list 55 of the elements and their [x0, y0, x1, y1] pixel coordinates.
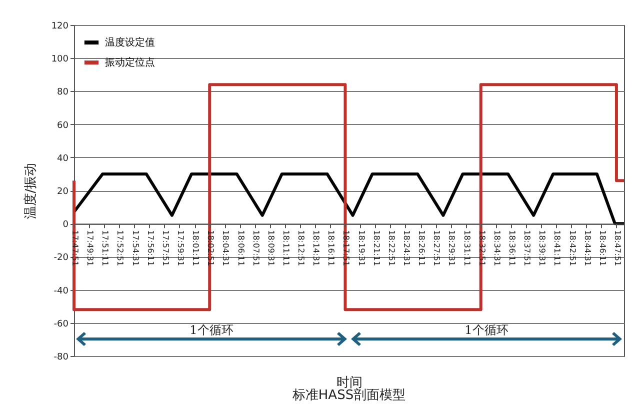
x-tick-label: 17:56:11 [146, 230, 155, 266]
x-tick-label: 18:06:11 [236, 230, 246, 266]
x-tick-label: 17:54:31 [130, 230, 140, 266]
y-tick-label: 60 [57, 120, 69, 131]
x-tick-label: 18:27:51 [432, 230, 442, 266]
annotation: 1个循环 [190, 323, 234, 337]
y-tick-label: -60 [54, 319, 69, 330]
x-tick-label: 18:36:11 [508, 230, 517, 266]
x-tick-label: 18:19:31 [356, 230, 366, 266]
x-tick-label: 18:44:31 [582, 230, 592, 266]
x-tick-label: 18:09:31 [266, 230, 276, 266]
x-tick-label: 17:47:51 [70, 230, 80, 266]
x-tick-label: 18:24:31 [402, 230, 411, 266]
y-tick-label: 20 [57, 187, 69, 197]
x-tick-label: 18:21:11 [372, 230, 381, 266]
x-tick-label: 18:11:11 [281, 230, 290, 266]
x-tick-label: 18:17:51 [342, 230, 351, 266]
x-tick-label: 18:16:11 [326, 230, 336, 266]
y-tick-label: 100 [51, 54, 69, 65]
x-tick-label: 18:41:11 [552, 230, 562, 266]
x-tick-label: 17:59:31 [176, 230, 185, 266]
annotation: 1个循环 [464, 323, 508, 337]
y-tick-label: -80 [54, 352, 69, 362]
x-tick-label: 18:31:11 [462, 230, 472, 266]
x-tick-label: 18:37:51 [522, 230, 532, 266]
legend-label: 振动定位点 [105, 56, 155, 68]
x-tick-label: 18:46:11 [598, 230, 607, 266]
x-tick-label: 18:14:31 [312, 230, 321, 266]
x-tick-label: 18:39:31 [538, 230, 547, 266]
x-tick-label: 17:49:31 [86, 230, 95, 266]
y-tick-label: -40 [54, 286, 69, 296]
y-axis-title: 温度/振动 [22, 162, 38, 220]
x-tick-label: 18:04:31 [221, 230, 230, 266]
x-tick-label: 18:02:51 [206, 230, 216, 266]
legend-label: 温度设定值 [105, 36, 155, 48]
x-tick-label: 18:07:51 [251, 230, 260, 266]
x-tick-label: 18:47:51 [612, 230, 622, 266]
x-tick-label: 17:57:51 [160, 230, 170, 266]
line-series [72, 172, 626, 226]
y-tick-label: 0 [62, 220, 69, 230]
x-tick-label: 18:01:11 [191, 230, 200, 266]
x-tick-label: 18:42:51 [568, 230, 577, 266]
text: 标准HASS剖面模型 [291, 388, 406, 403]
x-tick-label: 18:12:51 [296, 230, 306, 266]
y-tick-label: 40 [57, 154, 69, 164]
x-tick-label: 18:32:51 [477, 230, 486, 266]
x-tick-label: 17:51:11 [100, 230, 110, 266]
y-tick-label: 80 [57, 88, 69, 98]
x-tick-label: 18:29:31 [447, 230, 456, 266]
x-tick-label: 18:26:11 [417, 230, 426, 266]
y-tick-label: -20 [54, 253, 69, 264]
y-tick-label: 120 [51, 22, 69, 32]
x-tick-label: 18:22:51 [386, 230, 396, 266]
x-tick-label: 17:52:51 [116, 230, 125, 266]
x-tick-label: 18:34:31 [492, 230, 502, 266]
